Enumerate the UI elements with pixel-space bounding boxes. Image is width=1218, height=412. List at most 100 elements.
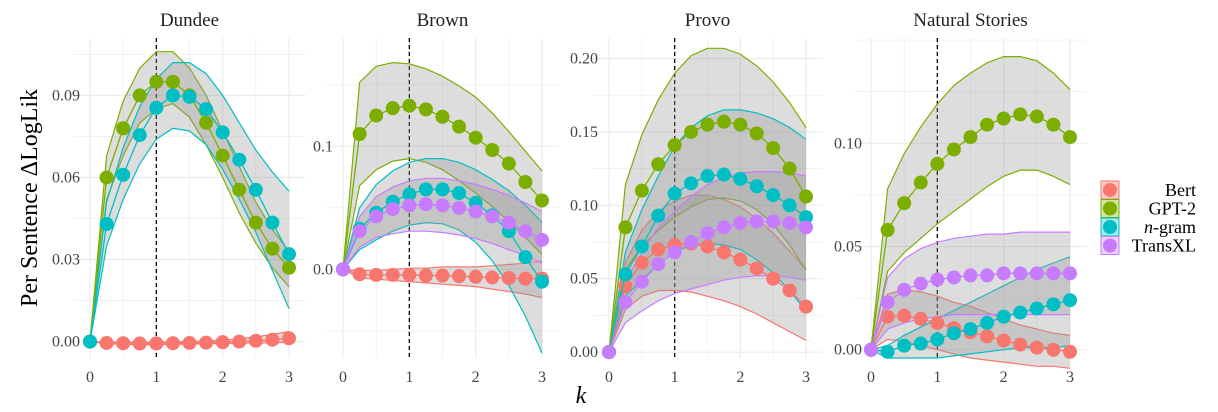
data-point-gpt-2 bbox=[634, 183, 649, 198]
data-point-gpt-2 bbox=[930, 156, 945, 171]
data-point-transxl bbox=[700, 226, 715, 241]
data-point-gpt-2 bbox=[1063, 130, 1077, 145]
data-point-transxl bbox=[385, 202, 400, 217]
data-point-transxl bbox=[766, 214, 781, 229]
data-point-transxl bbox=[749, 214, 764, 229]
ribbon-lower-bert bbox=[608, 289, 807, 353]
data-point-bert bbox=[980, 329, 995, 344]
data-point-bert bbox=[369, 267, 384, 282]
data-point-bert bbox=[930, 315, 945, 330]
y-axis-label: Per Sentence ΔLogLik bbox=[17, 89, 43, 307]
data-point-n-gram bbox=[116, 167, 131, 182]
y-tick-label: 0.1 bbox=[313, 138, 333, 155]
data-point-n-gram bbox=[452, 186, 467, 201]
data-point-gpt-2 bbox=[1013, 107, 1028, 122]
data-point-n-gram bbox=[667, 186, 682, 201]
data-point-gpt-2 bbox=[385, 101, 400, 116]
ribbon-upper-transxl bbox=[870, 231, 1070, 350]
data-point-n-gram bbox=[199, 102, 214, 117]
data-point-bert bbox=[402, 267, 417, 282]
data-point-n-gram bbox=[684, 176, 699, 191]
data-point-bert bbox=[282, 331, 296, 346]
ribbon-upper-gpt-2 bbox=[870, 55, 1071, 350]
data-point-gpt-2 bbox=[799, 189, 813, 204]
data-point-gpt-2 bbox=[963, 130, 978, 145]
legend-marker-bert bbox=[1103, 183, 1117, 197]
data-point-transxl bbox=[352, 224, 367, 239]
data-point-n-gram bbox=[165, 88, 180, 103]
data-point-bert bbox=[385, 267, 400, 282]
data-point-gpt-2 bbox=[518, 175, 533, 189]
data-point-gpt-2 bbox=[749, 126, 764, 141]
data-point-bert bbox=[799, 299, 813, 314]
data-point-bert bbox=[132, 336, 147, 351]
data-point-bert bbox=[996, 333, 1011, 348]
x-tick-label: 2 bbox=[1000, 369, 1008, 386]
data-point-transxl bbox=[930, 272, 945, 287]
panel-title: Brown bbox=[417, 10, 469, 31]
data-point-n-gram bbox=[132, 128, 147, 143]
data-point-bert bbox=[418, 268, 433, 283]
data-point-transxl bbox=[864, 342, 878, 357]
data-point-n-gram bbox=[418, 182, 433, 197]
data-point-transxl bbox=[1046, 266, 1061, 281]
ribbon-upper-gpt-2 bbox=[342, 61, 543, 270]
data-point-transxl bbox=[913, 276, 928, 291]
data-point-gpt-2 bbox=[485, 143, 500, 157]
data-point-transxl bbox=[452, 200, 467, 215]
data-point-bert bbox=[248, 333, 263, 348]
data-point-transxl bbox=[880, 295, 895, 310]
data-point-n-gram bbox=[634, 239, 649, 254]
data-point-gpt-2 bbox=[215, 148, 230, 163]
y-tick-label: 0.15 bbox=[570, 124, 598, 141]
data-point-gpt-2 bbox=[684, 124, 699, 139]
data-point-bert bbox=[782, 283, 797, 298]
panel-title: Provo bbox=[685, 10, 730, 31]
data-point-n-gram bbox=[782, 198, 797, 213]
data-point-n-gram bbox=[651, 208, 666, 223]
data-point-gpt-2 bbox=[897, 196, 912, 211]
data-point-bert bbox=[165, 336, 180, 351]
data-point-gpt-2 bbox=[369, 108, 384, 123]
ribbon-upper-transxl bbox=[342, 177, 543, 270]
data-point-n-gram bbox=[946, 326, 961, 341]
y-tick-label: 0.03 bbox=[52, 252, 80, 269]
data-point-transxl bbox=[468, 204, 483, 219]
ribbon-lower-gpt-2 bbox=[870, 169, 1071, 350]
data-point-transxl bbox=[602, 345, 616, 360]
data-point-bert bbox=[1029, 340, 1044, 355]
data-point-gpt-2 bbox=[667, 138, 682, 153]
data-point-bert bbox=[518, 271, 533, 286]
data-point-n-gram bbox=[749, 179, 764, 194]
data-point-bert bbox=[485, 270, 500, 285]
data-point-transxl bbox=[946, 270, 961, 285]
data-point-gpt-2 bbox=[1029, 109, 1044, 124]
data-point-gpt-2 bbox=[402, 98, 417, 113]
data-point-bert bbox=[435, 268, 450, 283]
data-point-transxl bbox=[518, 224, 533, 239]
x-tick-label: 0 bbox=[86, 369, 94, 386]
data-point-bert bbox=[352, 267, 367, 282]
data-point-bert bbox=[749, 261, 764, 276]
data-point-n-gram bbox=[215, 125, 230, 140]
y-tick-label: 0.10 bbox=[570, 197, 598, 214]
data-point-gpt-2 bbox=[248, 215, 263, 230]
x-tick-label: 2 bbox=[736, 369, 744, 386]
data-point-gpt-2 bbox=[980, 117, 995, 132]
data-point-gpt-2 bbox=[116, 121, 131, 136]
data-point-gpt-2 bbox=[782, 161, 797, 176]
data-point-n-gram bbox=[963, 322, 978, 337]
x-tick-label: 1 bbox=[152, 369, 160, 386]
data-point-gpt-2 bbox=[352, 127, 367, 141]
data-point-n-gram bbox=[232, 152, 247, 167]
data-point-transxl bbox=[535, 232, 549, 247]
y-tick-label: 0.00 bbox=[570, 344, 598, 361]
x-axis-label: k bbox=[576, 383, 587, 409]
legend-item-bert: Bert bbox=[1100, 180, 1196, 200]
ribbon-lower-n-gram bbox=[89, 127, 290, 342]
data-point-n-gram bbox=[518, 250, 533, 265]
data-point-bert bbox=[897, 308, 912, 323]
data-point-n-gram bbox=[248, 182, 263, 197]
legend-item-gpt-2: GPT-2 bbox=[1100, 199, 1196, 219]
data-point-gpt-2 bbox=[232, 182, 247, 197]
